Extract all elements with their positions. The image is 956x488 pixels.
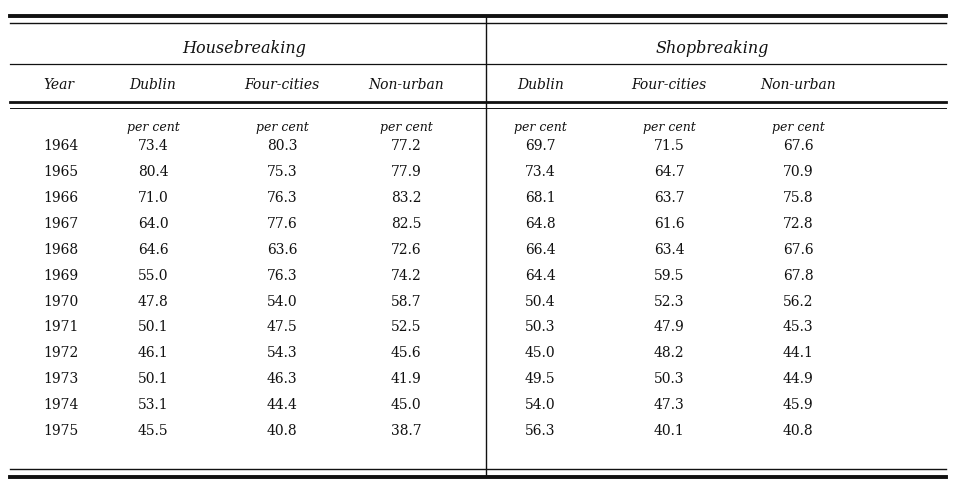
Text: Shopbreaking: Shopbreaking bbox=[656, 41, 769, 57]
Text: 54.3: 54.3 bbox=[267, 346, 297, 360]
Text: Non-urban: Non-urban bbox=[368, 79, 445, 92]
Text: 80.4: 80.4 bbox=[138, 165, 168, 179]
Text: 67.8: 67.8 bbox=[783, 269, 814, 283]
Text: 45.6: 45.6 bbox=[391, 346, 422, 360]
Text: 83.2: 83.2 bbox=[391, 191, 422, 205]
Text: 56.2: 56.2 bbox=[783, 295, 814, 308]
Text: 38.7: 38.7 bbox=[391, 424, 422, 438]
Text: 50.3: 50.3 bbox=[525, 321, 555, 334]
Text: 64.6: 64.6 bbox=[138, 243, 168, 257]
Text: 1966: 1966 bbox=[43, 191, 78, 205]
Text: 75.8: 75.8 bbox=[783, 191, 814, 205]
Text: 72.8: 72.8 bbox=[783, 217, 814, 231]
Text: 1974: 1974 bbox=[43, 398, 78, 412]
Text: 49.5: 49.5 bbox=[525, 372, 555, 386]
Text: 1964: 1964 bbox=[43, 140, 78, 153]
Text: 59.5: 59.5 bbox=[654, 269, 684, 283]
Text: 82.5: 82.5 bbox=[391, 217, 422, 231]
Text: 77.9: 77.9 bbox=[391, 165, 422, 179]
Text: 48.2: 48.2 bbox=[654, 346, 684, 360]
Text: 56.3: 56.3 bbox=[525, 424, 555, 438]
Text: Four-cities: Four-cities bbox=[632, 79, 706, 92]
Text: 55.0: 55.0 bbox=[138, 269, 168, 283]
Text: 61.6: 61.6 bbox=[654, 217, 684, 231]
Text: 45.0: 45.0 bbox=[391, 398, 422, 412]
Text: 46.3: 46.3 bbox=[267, 372, 297, 386]
Text: 73.4: 73.4 bbox=[138, 140, 168, 153]
Text: 41.9: 41.9 bbox=[391, 372, 422, 386]
Text: 47.5: 47.5 bbox=[267, 321, 297, 334]
Text: 80.3: 80.3 bbox=[267, 140, 297, 153]
Text: 44.9: 44.9 bbox=[783, 372, 814, 386]
Text: 40.8: 40.8 bbox=[267, 424, 297, 438]
Text: 66.4: 66.4 bbox=[525, 243, 555, 257]
Text: Year: Year bbox=[43, 79, 74, 92]
Text: Housebreaking: Housebreaking bbox=[182, 41, 306, 57]
Text: 1971: 1971 bbox=[43, 321, 78, 334]
Text: per cent: per cent bbox=[642, 122, 696, 134]
Text: 47.8: 47.8 bbox=[138, 295, 168, 308]
Text: 68.1: 68.1 bbox=[525, 191, 555, 205]
Text: 63.6: 63.6 bbox=[267, 243, 297, 257]
Text: 44.4: 44.4 bbox=[267, 398, 297, 412]
Text: 45.3: 45.3 bbox=[783, 321, 814, 334]
Text: 73.4: 73.4 bbox=[525, 165, 555, 179]
Text: 58.7: 58.7 bbox=[391, 295, 422, 308]
Text: Dublin: Dublin bbox=[130, 79, 176, 92]
Text: 1967: 1967 bbox=[43, 217, 78, 231]
Text: 76.3: 76.3 bbox=[267, 191, 297, 205]
Text: 72.6: 72.6 bbox=[391, 243, 422, 257]
Text: 47.3: 47.3 bbox=[654, 398, 684, 412]
Text: 45.9: 45.9 bbox=[783, 398, 814, 412]
Text: 71.5: 71.5 bbox=[654, 140, 684, 153]
Text: 64.7: 64.7 bbox=[654, 165, 684, 179]
Text: 46.1: 46.1 bbox=[138, 346, 168, 360]
Text: per cent: per cent bbox=[255, 122, 309, 134]
Text: 50.4: 50.4 bbox=[525, 295, 555, 308]
Text: 40.8: 40.8 bbox=[783, 424, 814, 438]
Text: 67.6: 67.6 bbox=[783, 140, 814, 153]
Text: per cent: per cent bbox=[771, 122, 825, 134]
Text: Four-cities: Four-cities bbox=[245, 79, 319, 92]
Text: 54.0: 54.0 bbox=[525, 398, 555, 412]
Text: 76.3: 76.3 bbox=[267, 269, 297, 283]
Text: 64.8: 64.8 bbox=[525, 217, 555, 231]
Text: 67.6: 67.6 bbox=[783, 243, 814, 257]
Text: 1975: 1975 bbox=[43, 424, 78, 438]
Text: 70.9: 70.9 bbox=[783, 165, 814, 179]
Text: 74.2: 74.2 bbox=[391, 269, 422, 283]
Text: 47.9: 47.9 bbox=[654, 321, 684, 334]
Text: per cent: per cent bbox=[126, 122, 180, 134]
Text: 69.7: 69.7 bbox=[525, 140, 555, 153]
Text: 64.4: 64.4 bbox=[525, 269, 555, 283]
Text: 50.3: 50.3 bbox=[654, 372, 684, 386]
Text: per cent: per cent bbox=[380, 122, 433, 134]
Text: 1973: 1973 bbox=[43, 372, 78, 386]
Text: 45.5: 45.5 bbox=[138, 424, 168, 438]
Text: per cent: per cent bbox=[513, 122, 567, 134]
Text: 1972: 1972 bbox=[43, 346, 78, 360]
Text: 45.0: 45.0 bbox=[525, 346, 555, 360]
Text: 50.1: 50.1 bbox=[138, 321, 168, 334]
Text: 52.3: 52.3 bbox=[654, 295, 684, 308]
Text: 63.7: 63.7 bbox=[654, 191, 684, 205]
Text: 77.6: 77.6 bbox=[267, 217, 297, 231]
Text: 50.1: 50.1 bbox=[138, 372, 168, 386]
Text: Non-urban: Non-urban bbox=[760, 79, 836, 92]
Text: 44.1: 44.1 bbox=[783, 346, 814, 360]
Text: 75.3: 75.3 bbox=[267, 165, 297, 179]
Text: 1965: 1965 bbox=[43, 165, 78, 179]
Text: 54.0: 54.0 bbox=[267, 295, 297, 308]
Text: 77.2: 77.2 bbox=[391, 140, 422, 153]
Text: 71.0: 71.0 bbox=[138, 191, 168, 205]
Text: 64.0: 64.0 bbox=[138, 217, 168, 231]
Text: 52.5: 52.5 bbox=[391, 321, 422, 334]
Text: 1968: 1968 bbox=[43, 243, 78, 257]
Text: 1970: 1970 bbox=[43, 295, 78, 308]
Text: Dublin: Dublin bbox=[517, 79, 563, 92]
Text: 63.4: 63.4 bbox=[654, 243, 684, 257]
Text: 1969: 1969 bbox=[43, 269, 78, 283]
Text: 53.1: 53.1 bbox=[138, 398, 168, 412]
Text: 40.1: 40.1 bbox=[654, 424, 684, 438]
